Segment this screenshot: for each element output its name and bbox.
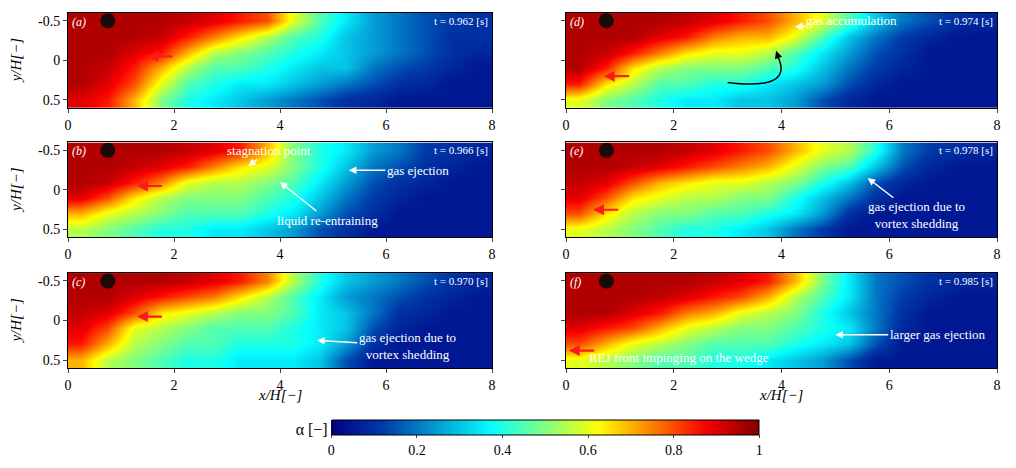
svg-text:α [−]: α [−] [296, 421, 328, 438]
svg-text:t = 0.970 [s]: t = 0.970 [s] [434, 275, 488, 287]
svg-text:y/H[−]: y/H[−] [8, 38, 24, 84]
svg-text:0: 0 [563, 118, 570, 133]
svg-text:8: 8 [994, 378, 1001, 393]
svg-text:t = 0.962 [s]: t = 0.962 [s] [434, 15, 488, 27]
svg-text:t = 0.974 [s]: t = 0.974 [s] [939, 15, 993, 27]
svg-text:-0.5: -0.5 [38, 14, 60, 29]
svg-text:4: 4 [277, 247, 284, 262]
svg-text:(f): (f) [570, 275, 581, 289]
svg-text:x/H[−]: x/H[−] [258, 387, 303, 403]
svg-text:4: 4 [277, 378, 284, 393]
svg-text:gas ejection due tovortex shed: gas ejection due tovortex shedding [359, 330, 456, 362]
svg-text:0: 0 [65, 247, 72, 262]
svg-text:0: 0 [328, 443, 335, 458]
svg-text:0: 0 [53, 313, 60, 328]
svg-text:0: 0 [53, 53, 60, 68]
svg-text:-0.5: -0.5 [38, 274, 60, 289]
svg-text:1: 1 [756, 443, 763, 458]
svg-text:0: 0 [53, 183, 60, 198]
svg-text:8: 8 [489, 378, 496, 393]
svg-text:2: 2 [171, 247, 178, 262]
svg-text:liquid re-entraining: liquid re-entraining [277, 213, 378, 228]
svg-text:gas ejection due tovortex shed: gas ejection due tovortex shedding [868, 199, 965, 231]
svg-text:8: 8 [994, 118, 1001, 133]
svg-text:0.4: 0.4 [494, 443, 512, 458]
svg-text:t = 0.985 [s]: t = 0.985 [s] [939, 275, 993, 287]
svg-text:0: 0 [563, 247, 570, 262]
svg-text:0.5: 0.5 [43, 93, 61, 108]
svg-text:(e): (e) [570, 144, 583, 158]
svg-text:(d): (d) [570, 15, 584, 29]
svg-text:0: 0 [65, 378, 72, 393]
svg-text:0.6: 0.6 [579, 443, 597, 458]
svg-text:0.2: 0.2 [408, 443, 426, 458]
svg-text:8: 8 [489, 247, 496, 262]
svg-text:0: 0 [65, 118, 72, 133]
svg-text:t = 0.978 [s]: t = 0.978 [s] [939, 144, 993, 156]
svg-text:6: 6 [383, 247, 390, 262]
svg-text:2: 2 [670, 378, 677, 393]
svg-text:8: 8 [994, 247, 1001, 262]
svg-text:0.5: 0.5 [43, 222, 61, 237]
svg-text:stagnation point: stagnation point [227, 143, 311, 158]
svg-text:0.5: 0.5 [43, 353, 61, 368]
svg-text:-0.5: -0.5 [38, 143, 60, 158]
svg-text:(b): (b) [72, 144, 86, 158]
svg-text:8: 8 [489, 118, 496, 133]
svg-text:0.8: 0.8 [665, 443, 683, 458]
svg-text:4: 4 [778, 378, 785, 393]
svg-text:(a): (a) [72, 15, 86, 29]
svg-text:larger gas ejection: larger gas ejection [890, 327, 986, 342]
svg-text:6: 6 [383, 378, 390, 393]
svg-text:2: 2 [171, 118, 178, 133]
svg-text:6: 6 [886, 118, 893, 133]
svg-text:y/H[−]: y/H[−] [8, 298, 24, 344]
svg-text:t = 0.966 [s]: t = 0.966 [s] [434, 144, 488, 156]
svg-text:4: 4 [277, 118, 284, 133]
svg-text:2: 2 [670, 118, 677, 133]
svg-text:gas accumulation: gas accumulation [806, 13, 897, 28]
svg-text:6: 6 [383, 118, 390, 133]
svg-text:6: 6 [886, 247, 893, 262]
svg-text:6: 6 [886, 378, 893, 393]
svg-text:4: 4 [778, 247, 785, 262]
svg-text:2: 2 [670, 247, 677, 262]
svg-text:4: 4 [778, 118, 785, 133]
svg-text:0: 0 [563, 378, 570, 393]
svg-text:(c): (c) [72, 275, 85, 289]
svg-text:gas ejection: gas ejection [387, 163, 449, 178]
svg-text:2: 2 [171, 378, 178, 393]
svg-text:REJ front impinging on the wed: REJ front impinging on the wedge [589, 350, 769, 365]
svg-text:x/H[−]: x/H[−] [759, 387, 804, 403]
svg-text:y/H[−]: y/H[−] [8, 167, 24, 213]
